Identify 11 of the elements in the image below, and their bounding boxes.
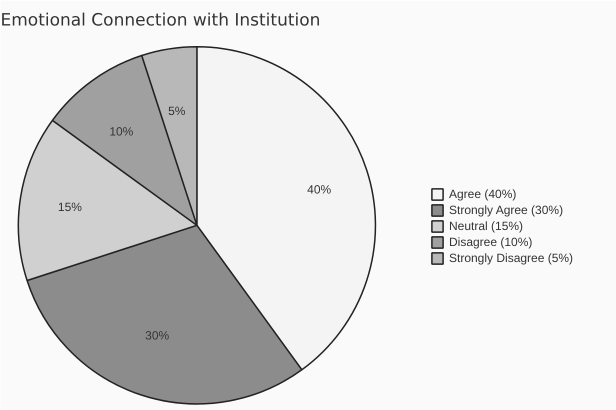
legend-label: Disagree (10%) <box>449 235 532 249</box>
data-label: 10% <box>109 124 134 139</box>
legend-label: Agree (40%) <box>449 187 516 201</box>
chart-title: Emotional Connection with Institution <box>0 10 320 30</box>
legend-label: Strongly Disagree (5%) <box>449 251 574 265</box>
legend-label: Neutral (15%) <box>449 219 524 233</box>
data-label: 40% <box>307 182 332 197</box>
data-label: 30% <box>145 328 170 342</box>
data-label: 15% <box>58 200 82 214</box>
legend-label: Strongly Agree (30%) <box>449 203 564 217</box>
data-label: 5% <box>168 104 186 118</box>
